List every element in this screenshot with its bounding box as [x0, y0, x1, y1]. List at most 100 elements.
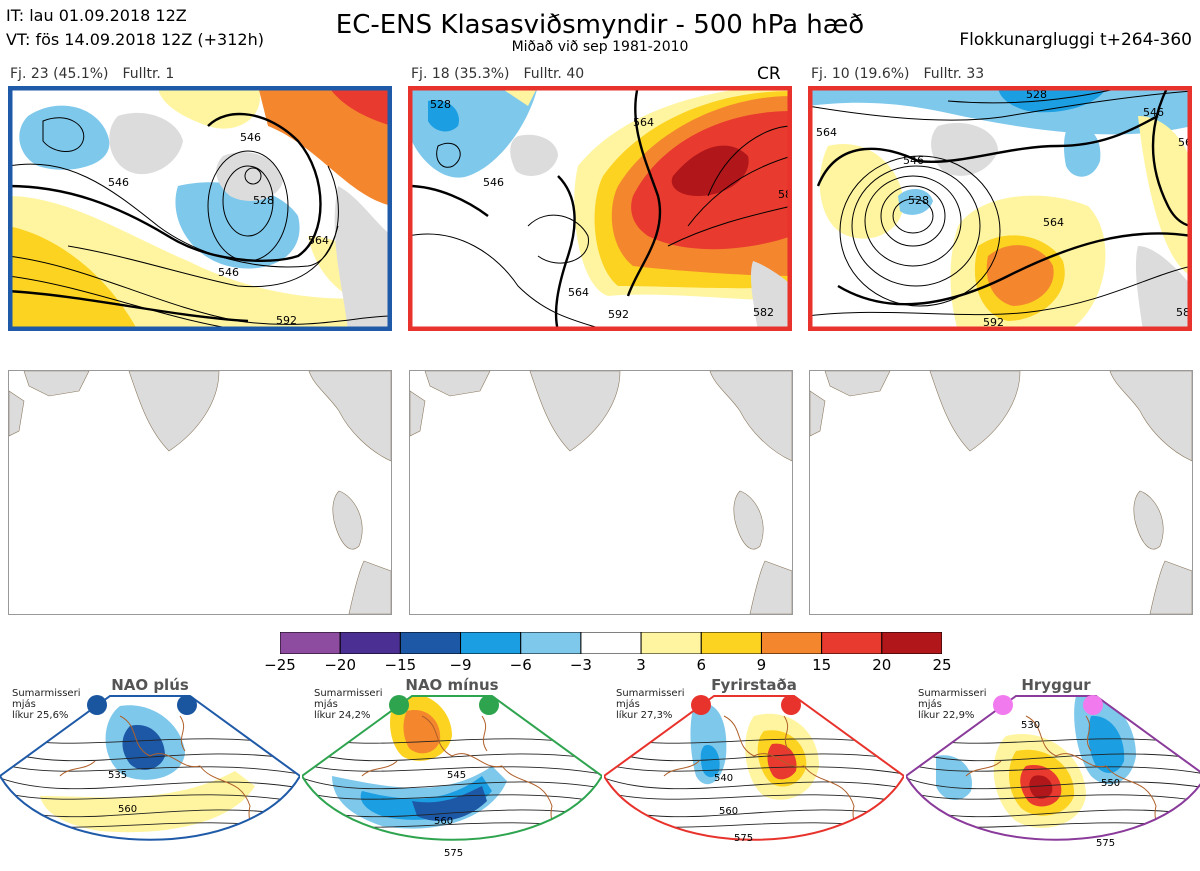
regime-panel: 535 560 NAO plús Sumarmisseri mjás líkur 25,6…	[0, 676, 300, 871]
colorbar-tick-label: 20	[872, 656, 892, 674]
colorbar	[279, 631, 943, 655]
cluster-map-3-border	[808, 86, 1192, 331]
regime-name: NAO mínus	[405, 676, 499, 694]
page-subtitle: Miðað við sep 1981-2010	[511, 39, 689, 55]
empty-map-2	[409, 370, 793, 615]
colorbar-tick-label: −9	[449, 656, 472, 674]
colorbar-tick-label: −20	[324, 656, 356, 674]
colorbar-segment	[700, 631, 762, 655]
contour-label: 592	[276, 314, 297, 327]
regime-note: Sumarmisseri mjás líkur 27,3%	[616, 688, 684, 721]
cluster-map-2: 528 546 564 58 564 592 582	[408, 86, 792, 331]
colorbar-segment	[760, 631, 823, 655]
regime-note: Sumarmisseri mjás líkur 24,2%	[314, 688, 382, 721]
cluster-map-1-border	[8, 86, 392, 331]
cluster-map-1-labels: 546 546 546 528 564 592	[108, 131, 329, 327]
regime-note-line: Sumarmisseri	[12, 688, 81, 699]
regime-marker-dot	[177, 695, 197, 715]
regime-marker-dot	[691, 695, 711, 715]
regime-note-line: líkur 24,2%	[314, 710, 371, 721]
regime-marker-dot	[389, 695, 409, 715]
regime-contour-label: 560	[719, 806, 738, 817]
regime-name: Fyrirstaða	[711, 676, 797, 694]
regime-panel: 530 550 575 Hryggur Sumarmisseri mjás líkur 22…	[906, 676, 1200, 871]
colorbar-tick-label: 6	[696, 656, 707, 674]
empty-map-1	[8, 370, 392, 615]
contour-label: 564	[1043, 216, 1064, 229]
regime-map: 535 560	[0, 695, 300, 841]
panel-2-cr: CR	[757, 64, 781, 84]
panel-3-label: Fj. 10 (19.6%) Fulltr. 33	[811, 66, 998, 82]
colorbar-segment	[460, 631, 522, 655]
contour-label: 564	[308, 234, 329, 247]
regime-contour-label: 550	[1101, 778, 1120, 789]
colorbar-tick-label: −6	[509, 656, 532, 674]
contour-label: 546	[1143, 106, 1164, 119]
regime-marker-dot	[781, 695, 801, 715]
regime-note: Sumarmisseri mjás líkur 25,6%	[12, 688, 80, 721]
colorbar-segment	[520, 631, 582, 655]
regime-map: 530 550 575	[906, 695, 1200, 849]
regime-panel: 545 560 575 NAO mínus Sumarmisseri mjás líkur …	[302, 676, 602, 871]
contour-label: 592	[983, 316, 1004, 329]
regime-note-line: Sumarmisseri	[918, 688, 987, 699]
empty-map-3-svg	[809, 370, 1193, 615]
regime-row: 535 560 NAO plús Sumarmisseri mjás líkur 25,6…	[0, 676, 1200, 871]
panel-1-label: Fj. 23 (45.1%) Fulltr. 1	[10, 66, 188, 82]
contour-label: 564	[633, 116, 654, 129]
contour-label: 528	[253, 194, 274, 207]
regime-marker-dot	[993, 695, 1013, 715]
colorbar-tick-label: −15	[384, 656, 417, 674]
colorbar-segment	[881, 631, 943, 655]
cluster-map-1: 546 546 546 528 564 592	[8, 86, 392, 331]
regime-map: 545 560 575	[302, 695, 602, 859]
regime-contour-label: 540	[714, 773, 733, 784]
regime-panel: 540 560 575 Fyrirstaða Sumarmisseri mjás líkur…	[604, 676, 904, 871]
panel-1-cluster: Fj. 23 (45.1%)	[10, 66, 109, 82]
panel-2-member: Fulltr. 40	[523, 66, 585, 82]
initial-time: IT: lau 01.09.2018 12Z	[6, 6, 187, 25]
regime-contour-label: 535	[108, 770, 127, 781]
panel-3-member: Fulltr. 33	[923, 66, 985, 82]
regime-name: NAO plús	[111, 676, 189, 694]
empty-map-1-svg	[8, 370, 392, 615]
regime-marker-dot	[479, 695, 499, 715]
regime-contour-label: 575	[1096, 838, 1115, 849]
colorbar-tick-label: 9	[756, 656, 767, 674]
regime-contour-label: 545	[447, 770, 466, 781]
colorbar-segment	[279, 631, 341, 655]
cluster-map-2-border	[408, 86, 792, 331]
contour-label: 58	[1176, 306, 1190, 319]
contour-label: 546	[218, 266, 239, 279]
contour-label: 528	[430, 98, 451, 111]
colorbar-tick-label: 3	[636, 656, 646, 674]
colorbar-svg	[279, 631, 943, 655]
header-left: IT: lau 01.09.2018 12Z VT: fös 14.09.201…	[6, 4, 264, 52]
panel-2-label: Fj. 18 (35.3%) Fulltr. 40	[411, 66, 598, 82]
contour-label: 546	[108, 176, 129, 189]
contour-label: 528	[908, 194, 929, 207]
regime-note-line: mjás	[616, 699, 640, 710]
empty-map-3	[809, 370, 1193, 615]
classification-window: Flokkunargluggi t+264-360	[959, 30, 1192, 50]
panel-1-member: Fulltr. 1	[122, 66, 175, 82]
colorbar-tick-label: 15	[812, 656, 832, 674]
regime-note-line: líkur 27,3%	[616, 710, 673, 721]
regime-name: Hryggur	[1021, 676, 1091, 694]
regime-marker-dot	[1083, 695, 1103, 715]
colorbar-tick-label: −3	[569, 656, 592, 674]
cluster-map-3-svg: 52854656452854656456459258	[808, 86, 1192, 331]
page-title: EC-ENS Klasasviðsmyndir - 500 hPa hæð	[335, 10, 865, 40]
regime-contour-label: 575	[734, 833, 753, 844]
colorbar-tick-label: −25	[264, 656, 296, 674]
colorbar-segment	[640, 631, 702, 655]
panel-3-cluster: Fj. 10 (19.6%)	[811, 66, 910, 82]
regime-note-line: líkur 22,9%	[918, 710, 975, 721]
panel-2-cluster: Fj. 18 (35.3%)	[411, 66, 510, 82]
contour-label: 546	[483, 176, 504, 189]
regime-contour-label: 530	[1021, 720, 1040, 731]
contour-label: 564	[816, 126, 837, 139]
regime-note-line: Sumarmisseri	[314, 688, 383, 699]
regime-contour-label: 575	[444, 848, 463, 859]
